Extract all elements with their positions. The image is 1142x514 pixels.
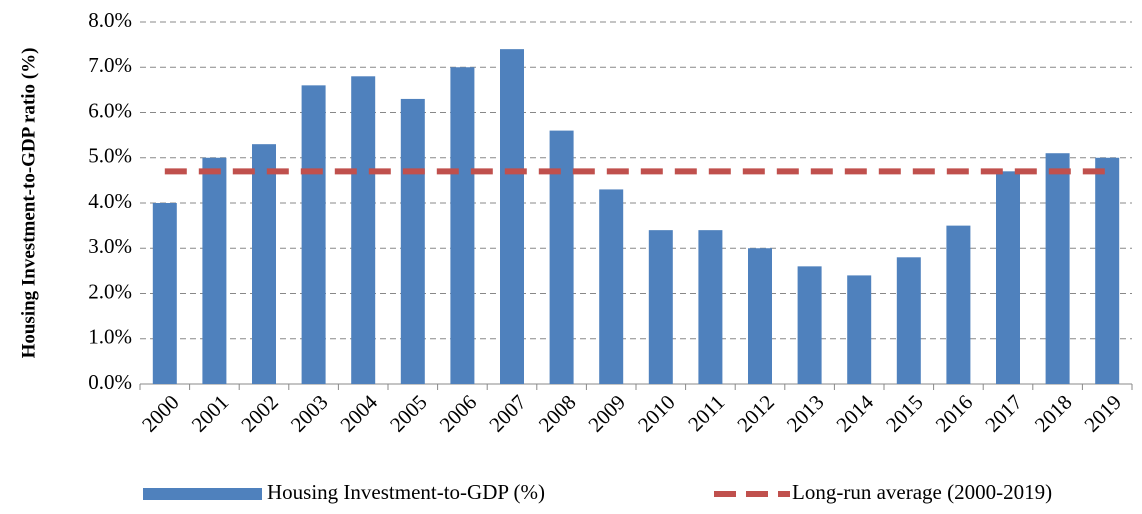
- x-tick-label: 2006: [435, 390, 482, 437]
- bar: [450, 67, 475, 384]
- y-tick-label: 0.0%: [88, 370, 132, 394]
- x-tick-label: 2014: [831, 390, 878, 437]
- bar: [252, 144, 276, 384]
- x-tick-label: 2018: [1030, 390, 1077, 437]
- bar: [152, 203, 177, 384]
- bar: [648, 230, 673, 384]
- y-tick-label: 4.0%: [88, 189, 132, 213]
- legend-label: Housing Investment-to-GDP (%): [267, 480, 545, 504]
- bar: [500, 49, 524, 385]
- bar: [896, 257, 921, 384]
- x-tick-label: 2019: [1079, 390, 1126, 437]
- y-tick-label: 1.0%: [88, 325, 132, 349]
- bar: [1045, 153, 1070, 384]
- x-tick-label: 2009: [583, 390, 630, 437]
- bar: [351, 76, 376, 385]
- x-tick-label: 2005: [385, 390, 432, 437]
- x-tick-label: 2003: [286, 390, 333, 437]
- y-tick-label: 8.0%: [88, 8, 132, 32]
- x-tick-label: 2015: [881, 390, 928, 437]
- y-tick-label: 6.0%: [88, 98, 132, 122]
- x-tick-label: 2012: [732, 390, 779, 437]
- y-tick-label: 5.0%: [88, 144, 132, 168]
- y-tick-label: 2.0%: [88, 279, 132, 303]
- bar: [847, 275, 872, 384]
- x-tick-label: 2001: [187, 390, 234, 437]
- x-tick-label: 2004: [335, 390, 382, 437]
- bar: [996, 171, 1020, 384]
- bar: [599, 189, 624, 384]
- x-tick-label: 2017: [980, 390, 1027, 437]
- x-tick-label: 2008: [534, 390, 581, 437]
- bar: [748, 248, 772, 384]
- x-tick-label: 2010: [633, 390, 680, 437]
- x-tick-label: 2007: [484, 390, 531, 437]
- y-tick-label: 7.0%: [88, 53, 132, 77]
- x-tick-label: 2000: [137, 390, 184, 437]
- x-tick-label: 2011: [683, 390, 729, 436]
- y-axis-title: Housing Investment-to-GDP ratio (%): [18, 48, 39, 359]
- x-tick-label: 2002: [236, 390, 283, 437]
- bar: [301, 85, 326, 384]
- bar: [946, 225, 971, 384]
- bar: [797, 266, 822, 384]
- y-tick-label: 3.0%: [88, 234, 132, 258]
- bar: [202, 157, 227, 384]
- legend-swatch: [143, 488, 262, 500]
- bar: [1095, 157, 1120, 384]
- x-tick-label: 2013: [782, 390, 829, 437]
- x-tick-label: 2016: [931, 390, 978, 437]
- bar: [400, 98, 425, 385]
- bar: [698, 230, 723, 384]
- legend-label: Long-run average (2000-2019): [792, 480, 1052, 504]
